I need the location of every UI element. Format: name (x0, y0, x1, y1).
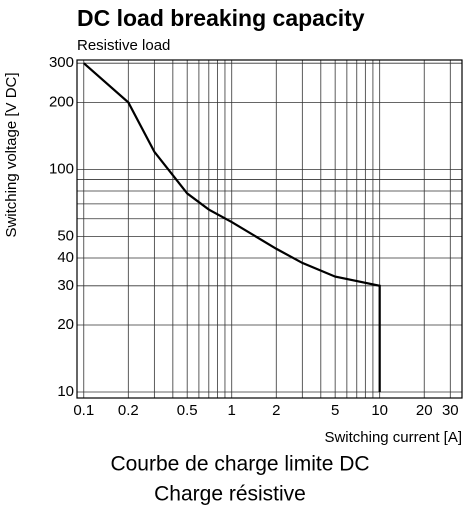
y-tick-label: 200 (49, 93, 74, 110)
curve (83, 62, 381, 393)
y-tick-label: 40 (57, 249, 74, 266)
chart-subtitle: Resistive load (77, 37, 170, 54)
caption: Courbe de charge limite DC (110, 453, 369, 476)
y-tick-label: 50 (57, 227, 74, 244)
x-tick-label: 10 (371, 402, 388, 419)
x-axis-label: Switching current [A] (324, 429, 462, 446)
x-tick-label: 20 (416, 402, 433, 419)
y-axis-label: Switching voltage [V DC] (3, 72, 20, 237)
caption: Charge résistive (154, 483, 306, 506)
y-tick-label: 10 (57, 383, 74, 400)
x-tick-label: 5 (331, 402, 339, 419)
y-tick-label: 100 (49, 160, 74, 177)
x-tick-label: 0.1 (73, 402, 94, 419)
plot-frame (76, 59, 463, 399)
y-tick-label: 30 (57, 277, 74, 294)
x-tick-label: 2 (272, 402, 280, 419)
chart-title: DC load breaking capacity (77, 5, 365, 31)
x-tick-label: 0.5 (177, 402, 198, 419)
x-tick-label: 30 (442, 402, 459, 419)
x-tick-label: 0.2 (118, 402, 139, 419)
y-tick-label: 20 (57, 316, 74, 333)
y-tick-label: 300 (49, 54, 74, 71)
x-tick-label: 1 (228, 402, 236, 419)
